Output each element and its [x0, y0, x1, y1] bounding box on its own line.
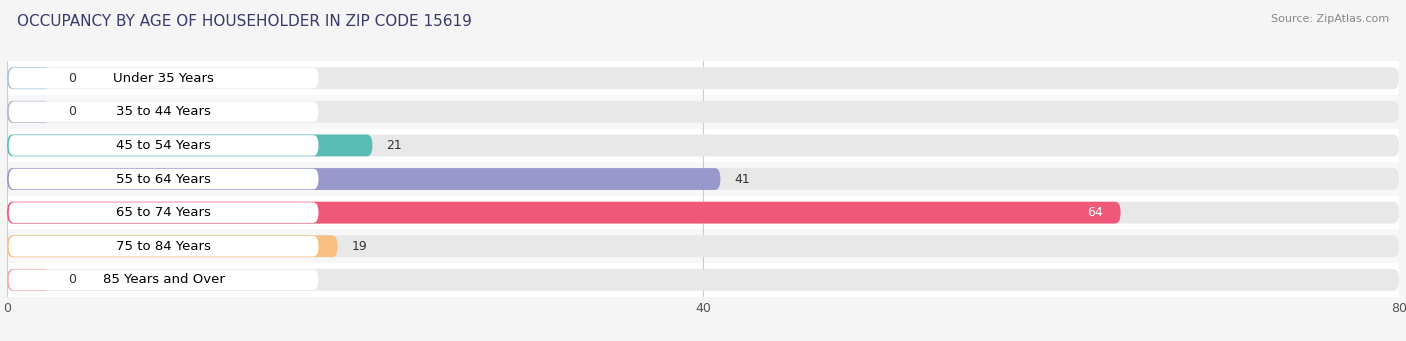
Text: 65 to 74 Years: 65 to 74 Years — [117, 206, 211, 219]
FancyBboxPatch shape — [7, 67, 1399, 89]
Text: 75 to 84 Years: 75 to 84 Years — [117, 240, 211, 253]
FancyBboxPatch shape — [7, 134, 373, 156]
Text: 55 to 64 Years: 55 to 64 Years — [117, 173, 211, 186]
FancyBboxPatch shape — [7, 168, 720, 190]
FancyBboxPatch shape — [8, 236, 319, 256]
FancyBboxPatch shape — [7, 269, 51, 291]
FancyBboxPatch shape — [8, 203, 319, 223]
FancyBboxPatch shape — [7, 168, 1399, 190]
Text: 0: 0 — [67, 273, 76, 286]
FancyBboxPatch shape — [7, 235, 1399, 257]
Text: 0: 0 — [67, 105, 76, 118]
FancyBboxPatch shape — [7, 101, 51, 123]
Text: Source: ZipAtlas.com: Source: ZipAtlas.com — [1271, 14, 1389, 24]
Bar — [7, 162, 1399, 196]
FancyBboxPatch shape — [7, 269, 1399, 291]
Text: 19: 19 — [352, 240, 367, 253]
Bar — [7, 196, 1399, 229]
Text: 0: 0 — [67, 72, 76, 85]
Text: Under 35 Years: Under 35 Years — [114, 72, 214, 85]
Text: OCCUPANCY BY AGE OF HOUSEHOLDER IN ZIP CODE 15619: OCCUPANCY BY AGE OF HOUSEHOLDER IN ZIP C… — [17, 14, 472, 29]
FancyBboxPatch shape — [7, 67, 51, 89]
FancyBboxPatch shape — [8, 270, 319, 290]
FancyBboxPatch shape — [8, 135, 319, 155]
Bar — [7, 229, 1399, 263]
FancyBboxPatch shape — [7, 202, 1399, 224]
FancyBboxPatch shape — [7, 134, 1399, 156]
Text: 64: 64 — [1087, 206, 1104, 219]
FancyBboxPatch shape — [8, 68, 319, 88]
Text: 41: 41 — [734, 173, 749, 186]
FancyBboxPatch shape — [7, 235, 337, 257]
Bar — [7, 61, 1399, 95]
FancyBboxPatch shape — [8, 102, 319, 122]
Bar — [7, 263, 1399, 297]
Text: 45 to 54 Years: 45 to 54 Years — [117, 139, 211, 152]
Text: 85 Years and Over: 85 Years and Over — [103, 273, 225, 286]
Text: 21: 21 — [387, 139, 402, 152]
Bar — [7, 95, 1399, 129]
Text: 35 to 44 Years: 35 to 44 Years — [117, 105, 211, 118]
FancyBboxPatch shape — [7, 202, 1121, 224]
Bar — [7, 129, 1399, 162]
FancyBboxPatch shape — [7, 101, 1399, 123]
FancyBboxPatch shape — [8, 169, 319, 189]
